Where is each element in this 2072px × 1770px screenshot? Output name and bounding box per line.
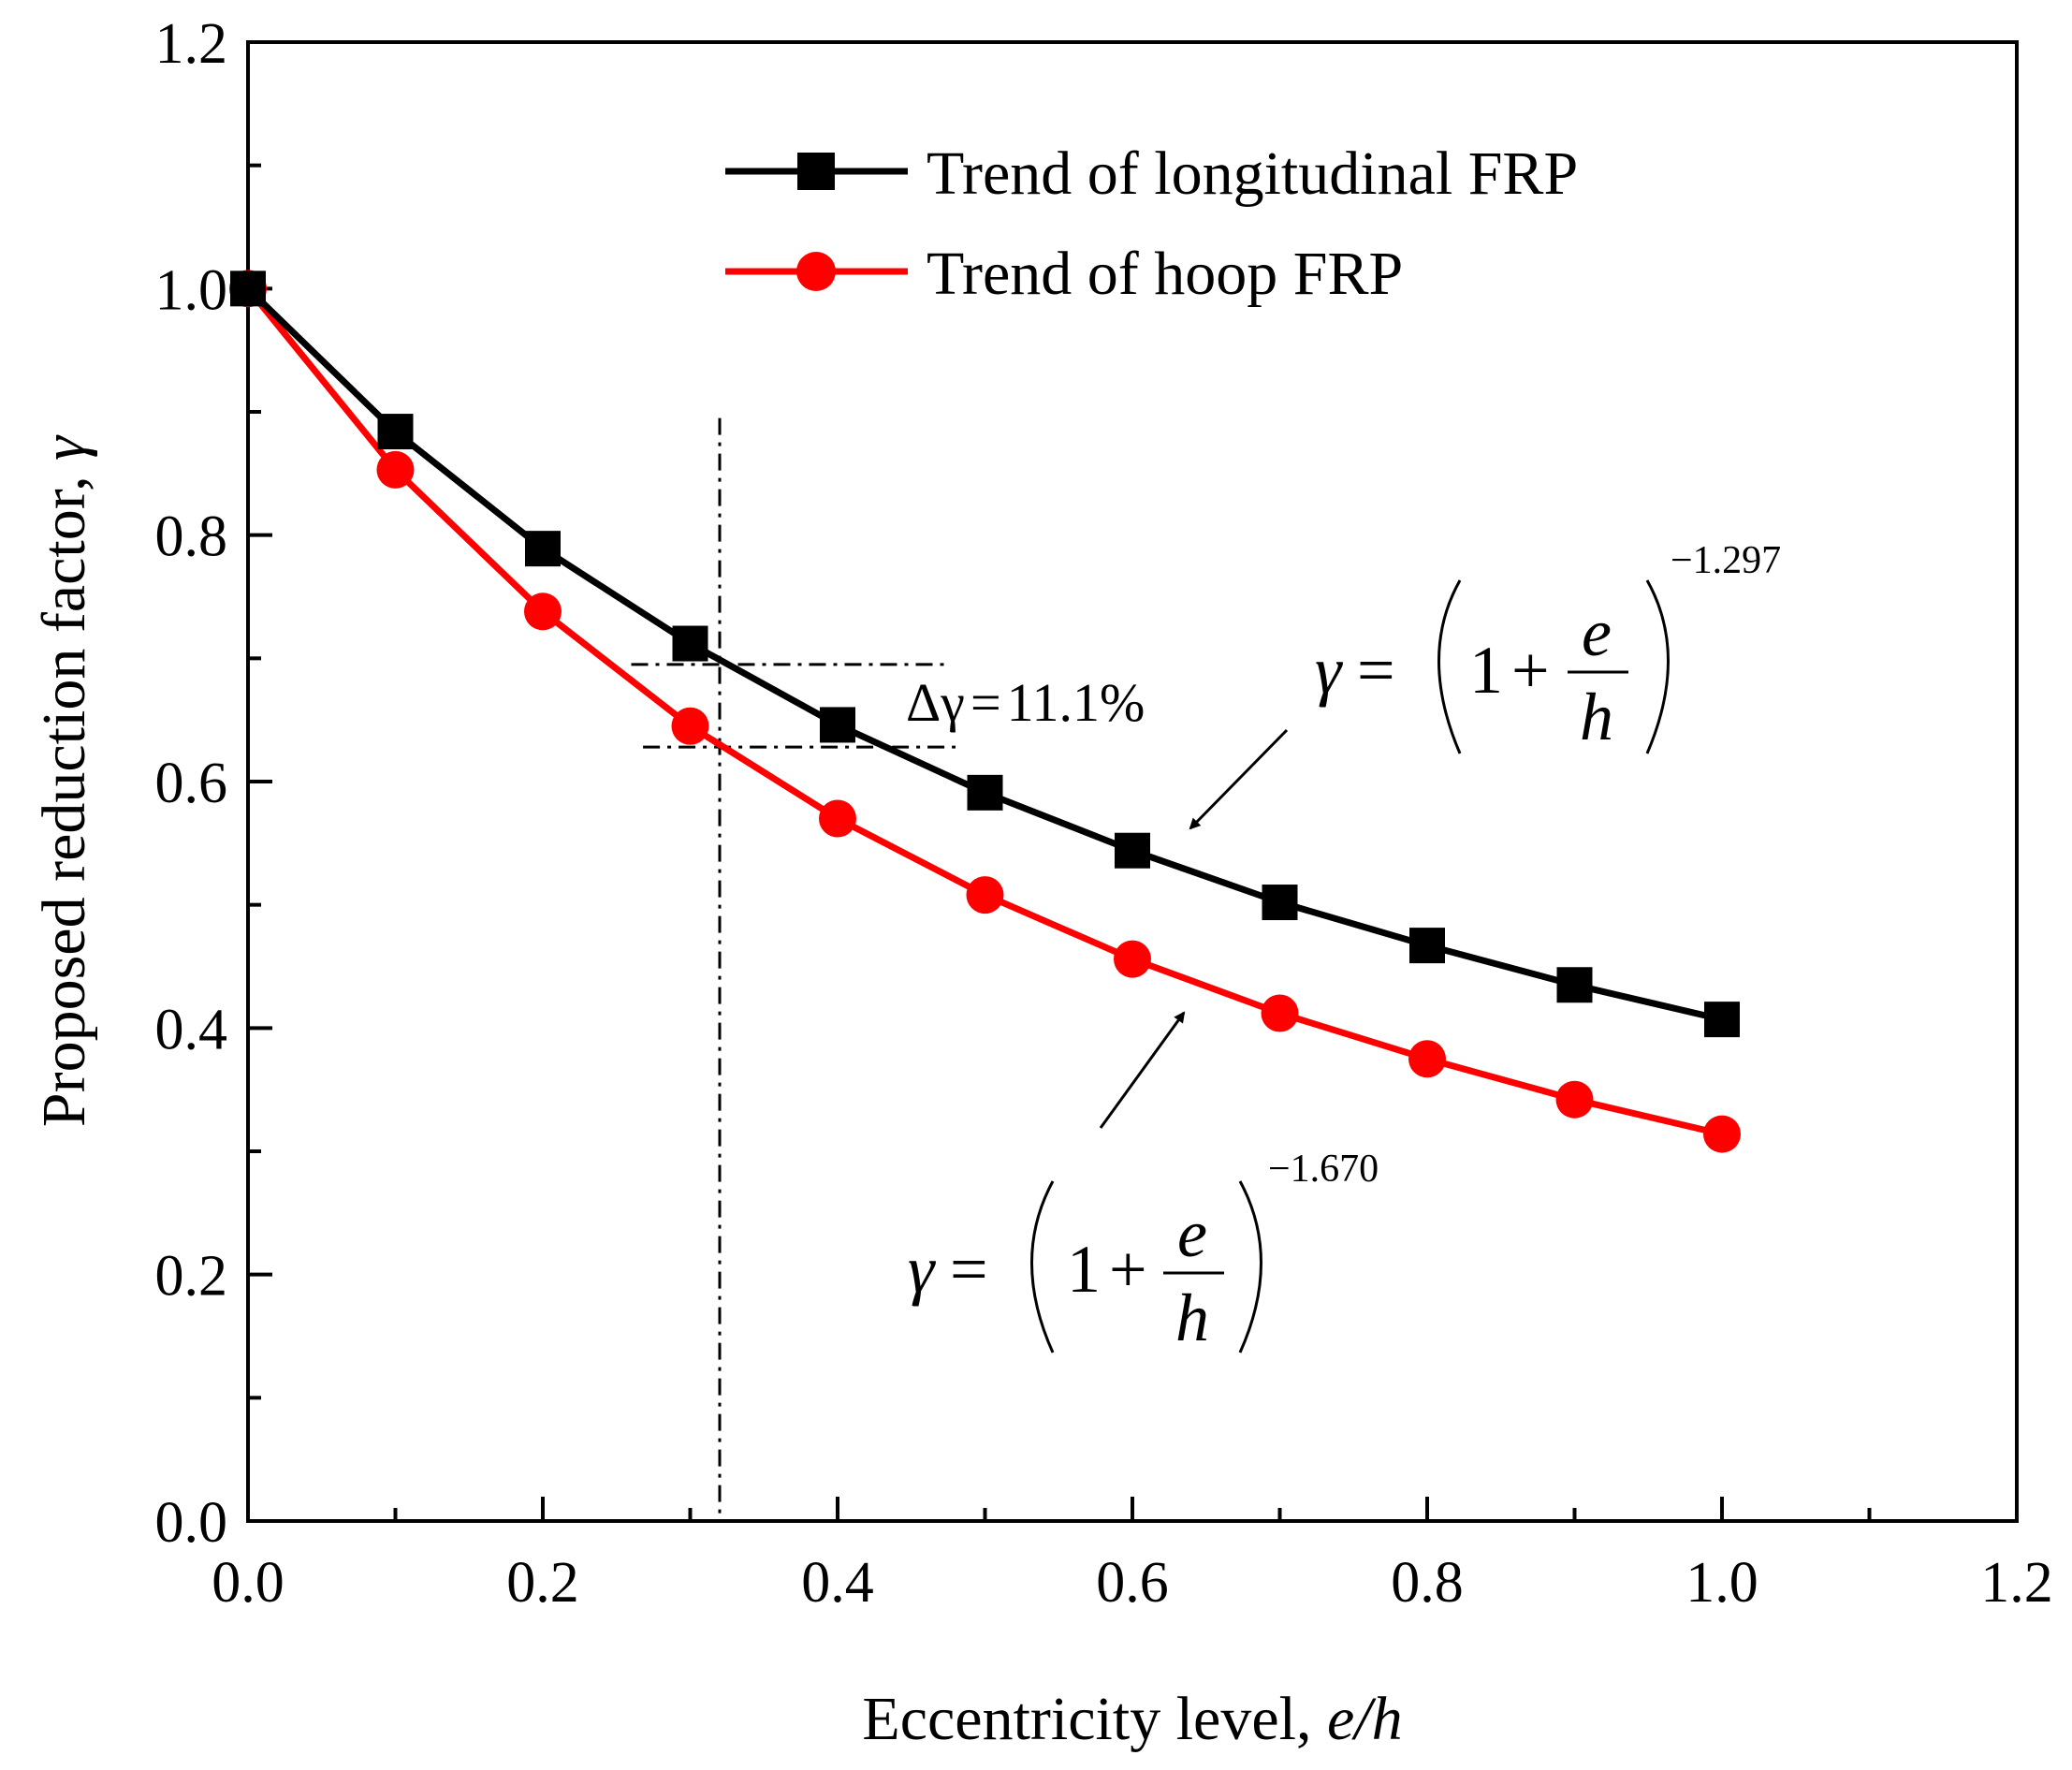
- point-hoop: [376, 450, 415, 489]
- eq-hoop-equals: =: [950, 1232, 988, 1307]
- eq-long-den: h: [1580, 680, 1613, 754]
- y-tick-label: 0.0: [155, 1491, 228, 1555]
- arrow-to-hoop: [1099, 1011, 1186, 1129]
- point-longitudinal: [1409, 928, 1445, 964]
- eq-hoop-one: 1: [1067, 1232, 1101, 1307]
- x-tick-label: 0.2: [506, 1551, 579, 1615]
- eq-hoop-num: e: [1177, 1196, 1207, 1271]
- point-longitudinal: [967, 774, 1003, 811]
- point-hoop: [1555, 1080, 1594, 1119]
- point-hoop: [1703, 1115, 1741, 1153]
- point-hoop: [524, 592, 562, 631]
- eq-long-right-paren: [1645, 579, 1670, 754]
- legend-label-hoop: Trend of hoop FRP: [927, 240, 1403, 308]
- equation-hoop: γ = 1 + e h −1.670: [908, 1148, 1379, 1355]
- y-tick-label: 0.6: [155, 752, 228, 815]
- x-axis-title: Eccentricity level, e/h: [862, 1685, 1402, 1753]
- y-tick-label: 0.4: [155, 998, 228, 1061]
- point-hoop: [671, 707, 709, 745]
- point-longitudinal: [230, 271, 266, 307]
- legend-marker-hoop: [796, 252, 836, 291]
- y-axis-title: Proposed reduction factor, γ: [30, 434, 98, 1127]
- point-longitudinal: [377, 414, 414, 450]
- point-hoop: [1408, 1040, 1446, 1078]
- eq-long-one: 1: [1469, 633, 1503, 708]
- eq-long-equals: =: [1357, 633, 1395, 708]
- y-tick-label: 0.8: [155, 505, 228, 569]
- delta-annotation: Δγ = 11.1%: [906, 672, 1145, 733]
- eq-long-left-paren: [1437, 579, 1462, 754]
- y-tick-label: 0.2: [155, 1245, 228, 1309]
- reference-lines: [631, 417, 956, 1521]
- point-longitudinal: [820, 707, 855, 743]
- eq-hoop-exponent: −1.670: [1268, 1148, 1379, 1191]
- point-longitudinal: [1262, 885, 1298, 921]
- tick-labels: 0.0 0.2 0.4 0.6 0.8 1.0 1.2 0.0 0.2 0.4 0.6 0.8 1.0 1…: [155, 12, 2053, 1615]
- eq-long-gamma: γ: [1315, 633, 1343, 708]
- legend-marker-longitudinal: [797, 153, 835, 190]
- series-layer: [229, 270, 1741, 1153]
- eq-hoop-right-paren: [1238, 1180, 1262, 1353]
- point-hoop: [1114, 940, 1151, 978]
- eq-hoop-den: h: [1175, 1280, 1209, 1355]
- x-tick-label: 1.0: [1685, 1551, 1758, 1615]
- legend: Trend of longitudinal FRP Trend of hoop …: [725, 139, 1578, 308]
- point-longitudinal: [525, 531, 561, 567]
- point-longitudinal: [672, 625, 708, 662]
- point-hoop: [1261, 994, 1299, 1032]
- x-tick-label: 0.8: [1391, 1551, 1464, 1615]
- eq-hoop-plus: +: [1109, 1232, 1147, 1307]
- eq-hoop-gamma: γ: [908, 1232, 936, 1307]
- y-tick-label: 1.2: [155, 12, 228, 76]
- x-tick-label: 1.2: [1980, 1551, 2053, 1615]
- x-tick-label: 0.6: [1096, 1551, 1169, 1615]
- y-tick-label: 1.0: [155, 258, 228, 322]
- point-hoop: [966, 876, 1004, 914]
- x-tick-label: 0.4: [801, 1551, 874, 1615]
- x-tick-label: 0.0: [212, 1551, 285, 1615]
- eq-hoop-left-paren: [1030, 1180, 1055, 1353]
- legend-label-longitudinal: Trend of longitudinal FRP: [927, 139, 1578, 208]
- equation-longitudinal: γ = 1 + e h −1.297: [1315, 539, 1781, 754]
- eq-long-exponent: −1.297: [1671, 539, 1781, 582]
- eq-long-num: e: [1582, 595, 1612, 670]
- point-longitudinal: [1704, 1002, 1740, 1038]
- point-longitudinal: [1556, 967, 1593, 1003]
- plot-frame: [246, 40, 2019, 1523]
- point-hoop: [819, 799, 856, 838]
- arrow-to-longitudinal: [1189, 728, 1289, 830]
- eq-long-plus: +: [1511, 633, 1550, 708]
- point-longitudinal: [1115, 832, 1150, 869]
